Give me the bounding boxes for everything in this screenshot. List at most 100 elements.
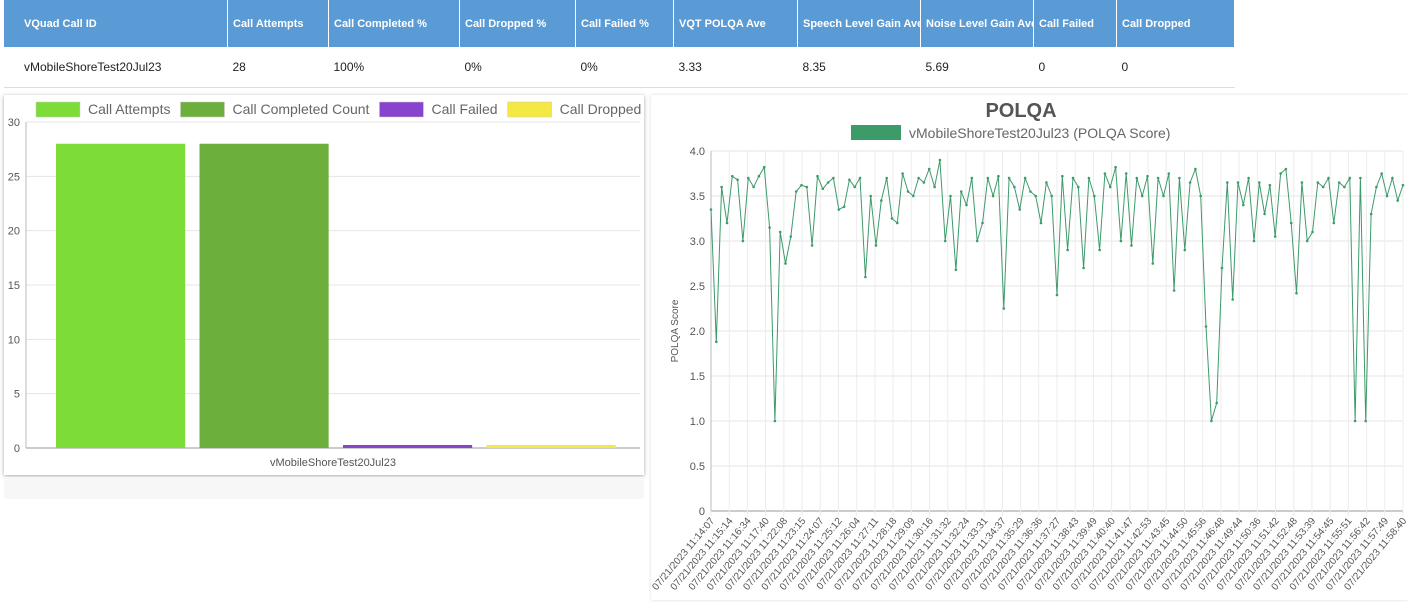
data-point[interactable] (1353, 419, 1357, 423)
data-point[interactable] (1061, 174, 1064, 178)
data-point[interactable] (1018, 208, 1021, 211)
data-point[interactable] (1279, 172, 1282, 175)
data-point[interactable] (1045, 181, 1048, 184)
data-point[interactable] (1220, 266, 1224, 270)
data-point[interactable] (1077, 185, 1080, 189)
data-point[interactable] (1268, 183, 1272, 187)
data-point[interactable] (1210, 419, 1213, 423)
data-point[interactable] (1034, 194, 1037, 198)
data-point[interactable] (912, 194, 915, 198)
column-header[interactable]: Call Attempts (227, 0, 329, 47)
data-point[interactable] (1114, 165, 1117, 169)
data-point[interactable] (709, 208, 713, 211)
data-point[interactable] (1124, 172, 1128, 175)
column-header[interactable]: Call Dropped % (459, 0, 576, 47)
data-point[interactable] (1183, 248, 1187, 252)
data-point[interactable] (1316, 181, 1320, 184)
data-point[interactable] (858, 176, 862, 180)
data-point[interactable] (1167, 172, 1171, 175)
data-point[interactable] (1146, 174, 1149, 178)
data-point[interactable] (842, 205, 846, 209)
data-point[interactable] (1188, 181, 1192, 184)
legend-swatch[interactable] (379, 101, 424, 118)
data-point[interactable] (762, 165, 766, 169)
data-point[interactable] (1029, 190, 1032, 193)
data-point[interactable] (1369, 212, 1373, 216)
legend-label[interactable]: Call Attempts (88, 101, 170, 117)
data-point[interactable] (1151, 262, 1155, 265)
data-point[interactable] (1226, 181, 1229, 184)
data-point[interactable] (1289, 221, 1293, 225)
data-point[interactable] (1050, 194, 1053, 198)
column-header[interactable]: Call Completed % (328, 0, 460, 47)
data-point[interactable] (1039, 221, 1043, 225)
bar-call-completed-count[interactable] (199, 143, 329, 448)
data-point[interactable] (1311, 230, 1314, 234)
legend-swatch[interactable] (851, 125, 901, 140)
legend-swatch[interactable] (35, 101, 81, 118)
data-point[interactable] (1156, 176, 1160, 180)
column-header[interactable]: VQT POLQA Ave (673, 0, 798, 47)
data-point[interactable] (1172, 289, 1176, 292)
data-point[interactable] (1055, 293, 1059, 297)
data-point[interactable] (773, 419, 777, 423)
data-point[interactable] (906, 190, 910, 193)
column-header[interactable]: VQuad Call ID (4, 0, 228, 47)
data-point[interactable] (816, 174, 819, 178)
data-point[interactable] (927, 167, 931, 171)
column-header[interactable]: Speech Level Gain Ave (797, 0, 921, 47)
data-point[interactable] (1119, 239, 1123, 243)
data-point[interactable] (1013, 185, 1016, 189)
data-point[interactable] (821, 187, 825, 191)
column-header[interactable]: Call Dropped (1116, 0, 1235, 47)
data-point[interactable] (1098, 248, 1101, 252)
data-point[interactable] (1002, 307, 1006, 310)
data-point[interactable] (970, 176, 974, 180)
table-row[interactable]: vMobileShoreTest20Jul23 28 100% 0% 0% 3.… (4, 47, 1235, 88)
data-point[interactable] (896, 221, 899, 225)
data-point[interactable] (901, 172, 904, 175)
data-point[interactable] (864, 275, 867, 279)
data-point[interactable] (1380, 172, 1383, 175)
data-point[interactable] (826, 181, 830, 184)
data-point[interactable] (810, 244, 814, 247)
data-point[interactable] (1071, 176, 1075, 180)
data-point[interactable] (848, 178, 851, 182)
data-point[interactable] (837, 208, 841, 211)
data-point[interactable] (784, 262, 787, 265)
legend-swatch[interactable] (180, 101, 225, 118)
data-point[interactable] (954, 268, 958, 272)
data-point[interactable] (741, 239, 745, 243)
data-point[interactable] (997, 174, 1000, 178)
data-point[interactable] (890, 217, 894, 220)
data-point[interactable] (1087, 176, 1091, 180)
data-point[interactable] (768, 226, 771, 229)
data-point[interactable] (1130, 244, 1133, 247)
data-point[interactable] (1103, 172, 1107, 175)
data-point[interactable] (917, 176, 920, 180)
data-point[interactable] (986, 176, 990, 180)
data-point[interactable] (1321, 185, 1325, 189)
data-point[interactable] (1284, 167, 1288, 171)
data-point[interactable] (1391, 176, 1394, 180)
data-point[interactable] (1247, 176, 1250, 180)
data-point[interactable] (1093, 194, 1096, 198)
bar-call-attempts[interactable] (56, 143, 186, 448)
data-point[interactable] (778, 230, 782, 234)
data-point[interactable] (938, 158, 942, 162)
data-point[interactable] (1337, 181, 1341, 184)
data-point[interactable] (805, 185, 809, 189)
legend-label[interactable]: Call Failed (431, 101, 497, 117)
data-point[interactable] (1375, 185, 1378, 189)
data-point[interactable] (715, 340, 718, 344)
data-point[interactable] (752, 185, 755, 189)
bar-call-failed[interactable] (343, 445, 473, 448)
data-point[interactable] (800, 183, 803, 187)
data-point[interactable] (725, 221, 729, 225)
data-point[interactable] (922, 181, 926, 184)
data-point[interactable] (1199, 194, 1202, 198)
data-point[interactable] (1162, 194, 1165, 198)
data-point[interactable] (965, 203, 968, 207)
data-point[interactable] (959, 190, 963, 193)
data-point[interactable] (1305, 239, 1309, 243)
